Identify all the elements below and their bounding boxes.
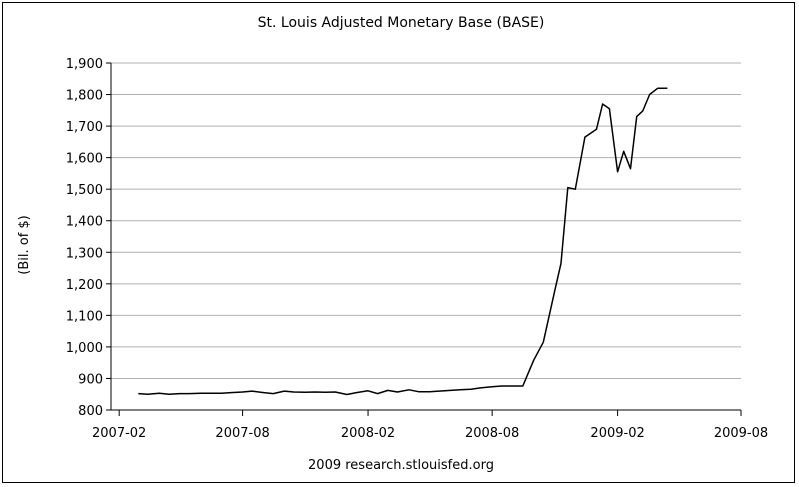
x-tick-label: 2008-08 — [465, 426, 519, 441]
series-line — [138, 87, 668, 396]
y-tick-label: 1,600 — [66, 152, 103, 167]
y-axis-label: (Bil. of $) — [17, 215, 32, 274]
chart-title: St. Louis Adjusted Monetary Base (BASE) — [258, 15, 545, 31]
y-tick-label: 1,700 — [66, 120, 103, 135]
y-tick-label: 1,200 — [66, 278, 103, 293]
x-tick-label: 2008-02 — [341, 426, 395, 441]
y-tick-label: 1,500 — [66, 183, 103, 198]
x-tick-label: 2007-08 — [215, 426, 269, 441]
y-tick-label: 1,100 — [66, 309, 103, 324]
y-tick-label: 1,300 — [66, 246, 103, 261]
y-tick-labels: 800 900 1,000 1,100 1,200 1,300 1,400 1,500 1,60… — [66, 57, 103, 419]
y-tick-label: 1,000 — [66, 341, 103, 356]
gridlines — [111, 62, 741, 379]
x-tick-label: 2007-02 — [92, 426, 146, 441]
axes — [106, 62, 742, 416]
x-tick-label: 2009-08 — [714, 426, 768, 441]
x-tick-labels: 2007-02 2007-08 2008-02 2008-08 2009-02 2009-… — [92, 426, 768, 441]
y-tick-label: 900 — [78, 372, 103, 387]
y-tick-label: 1,900 — [66, 57, 103, 72]
y-tick-label: 1,800 — [66, 89, 103, 104]
y-tick-label: 1,400 — [66, 215, 103, 230]
chart-credit: 2009 research.stlouisfed.org — [308, 458, 494, 473]
x-tick-label: 2009-02 — [590, 426, 644, 441]
series-lines — [138, 87, 668, 396]
y-tick-label: 800 — [78, 404, 103, 419]
